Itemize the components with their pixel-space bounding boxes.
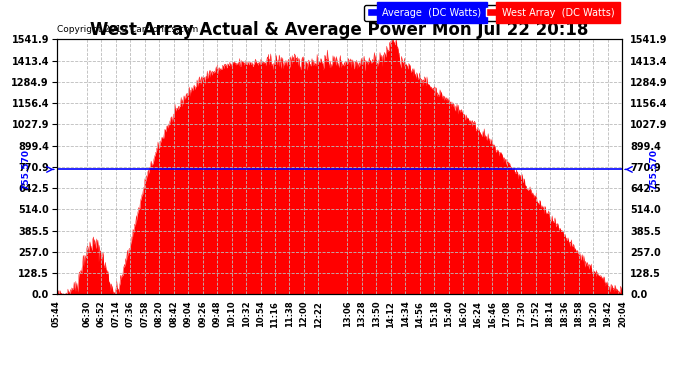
Legend: Average  (DC Watts), West Array  (DC Watts): Average (DC Watts), West Array (DC Watts…: [364, 5, 618, 21]
Title: West Array Actual & Average Power Mon Jul 22 20:18: West Array Actual & Average Power Mon Ju…: [90, 21, 589, 39]
Text: 755.570: 755.570: [21, 149, 30, 190]
Text: 755.570: 755.570: [649, 149, 658, 190]
Text: Copyright 2019 Cartronics.com: Copyright 2019 Cartronics.com: [57, 25, 199, 34]
